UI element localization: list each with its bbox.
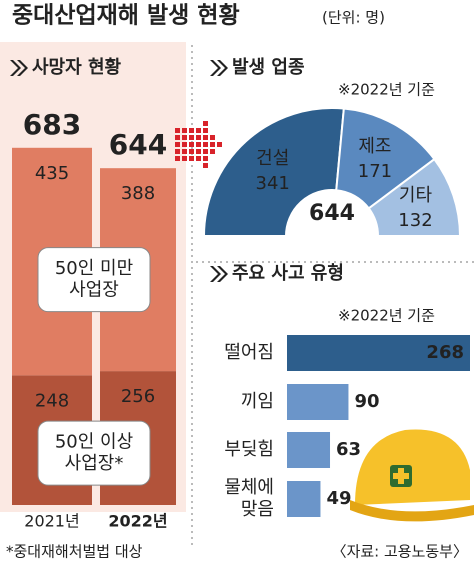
total-label: 644 (309, 201, 355, 226)
value-label: 49 (326, 488, 351, 509)
footnote: *중대재해처벌법 대상 (6, 543, 143, 561)
value-label: 63 (336, 439, 361, 460)
source: 〈자료: 고용노동부〉 (332, 543, 468, 561)
chevron (10, 60, 21, 76)
title: 중대산업재해 발생 현황 (12, 3, 240, 29)
value-label: 256 (121, 386, 155, 407)
arrow-deco (175, 121, 222, 168)
category-label: 건설 (256, 148, 289, 169)
note: ※2022년 기준 (338, 307, 435, 325)
category-label: 제조 (358, 136, 391, 157)
donut-wedge (335, 107, 436, 210)
x-tick-label: 2021년 (24, 512, 79, 531)
category-label: 기타 (399, 185, 433, 206)
chevron (217, 266, 228, 282)
total-label: 644 (109, 128, 167, 161)
category-label: 끼임 (241, 391, 274, 412)
chevron (210, 266, 221, 282)
value-label: 388 (121, 183, 155, 204)
value-label: 171 (358, 161, 392, 182)
bar (287, 432, 331, 468)
category-label: 부딪힘 (224, 439, 274, 460)
section-title: 주요 사고 유형 (232, 263, 344, 284)
section-title: 발생 업종 (232, 57, 305, 78)
legend-label: 50인 이상 사업장* (55, 431, 133, 474)
total-label: 683 (23, 108, 81, 141)
bar (287, 335, 470, 371)
value-label: 90 (354, 391, 379, 412)
legend-box (37, 420, 151, 486)
section-title: 사망자 현황 (32, 57, 122, 78)
donut-wedge (202, 107, 345, 237)
bar (287, 481, 321, 517)
chevron (17, 60, 28, 76)
x-tick-label: 2022년 (108, 512, 167, 531)
value-label: 435 (35, 163, 69, 184)
category-label: 떨어짐 (224, 342, 274, 363)
note: ※2022년 기준 (338, 81, 435, 99)
bar (287, 384, 349, 420)
chevron (210, 60, 221, 76)
chevron (217, 60, 228, 76)
legend-box (37, 247, 151, 313)
helmet-icon (350, 429, 474, 522)
legend-label: 50인 미만 사업장 (55, 258, 133, 301)
header-icons (10, 60, 228, 282)
value-label: 268 (426, 342, 464, 363)
value-label: 341 (256, 173, 290, 194)
value-label: 248 (35, 390, 69, 411)
unit: (단위: 명) (322, 9, 385, 27)
donut-wedge (367, 157, 462, 237)
category-label: 물체에 맞음 (224, 477, 274, 520)
value-label: 132 (398, 210, 432, 231)
